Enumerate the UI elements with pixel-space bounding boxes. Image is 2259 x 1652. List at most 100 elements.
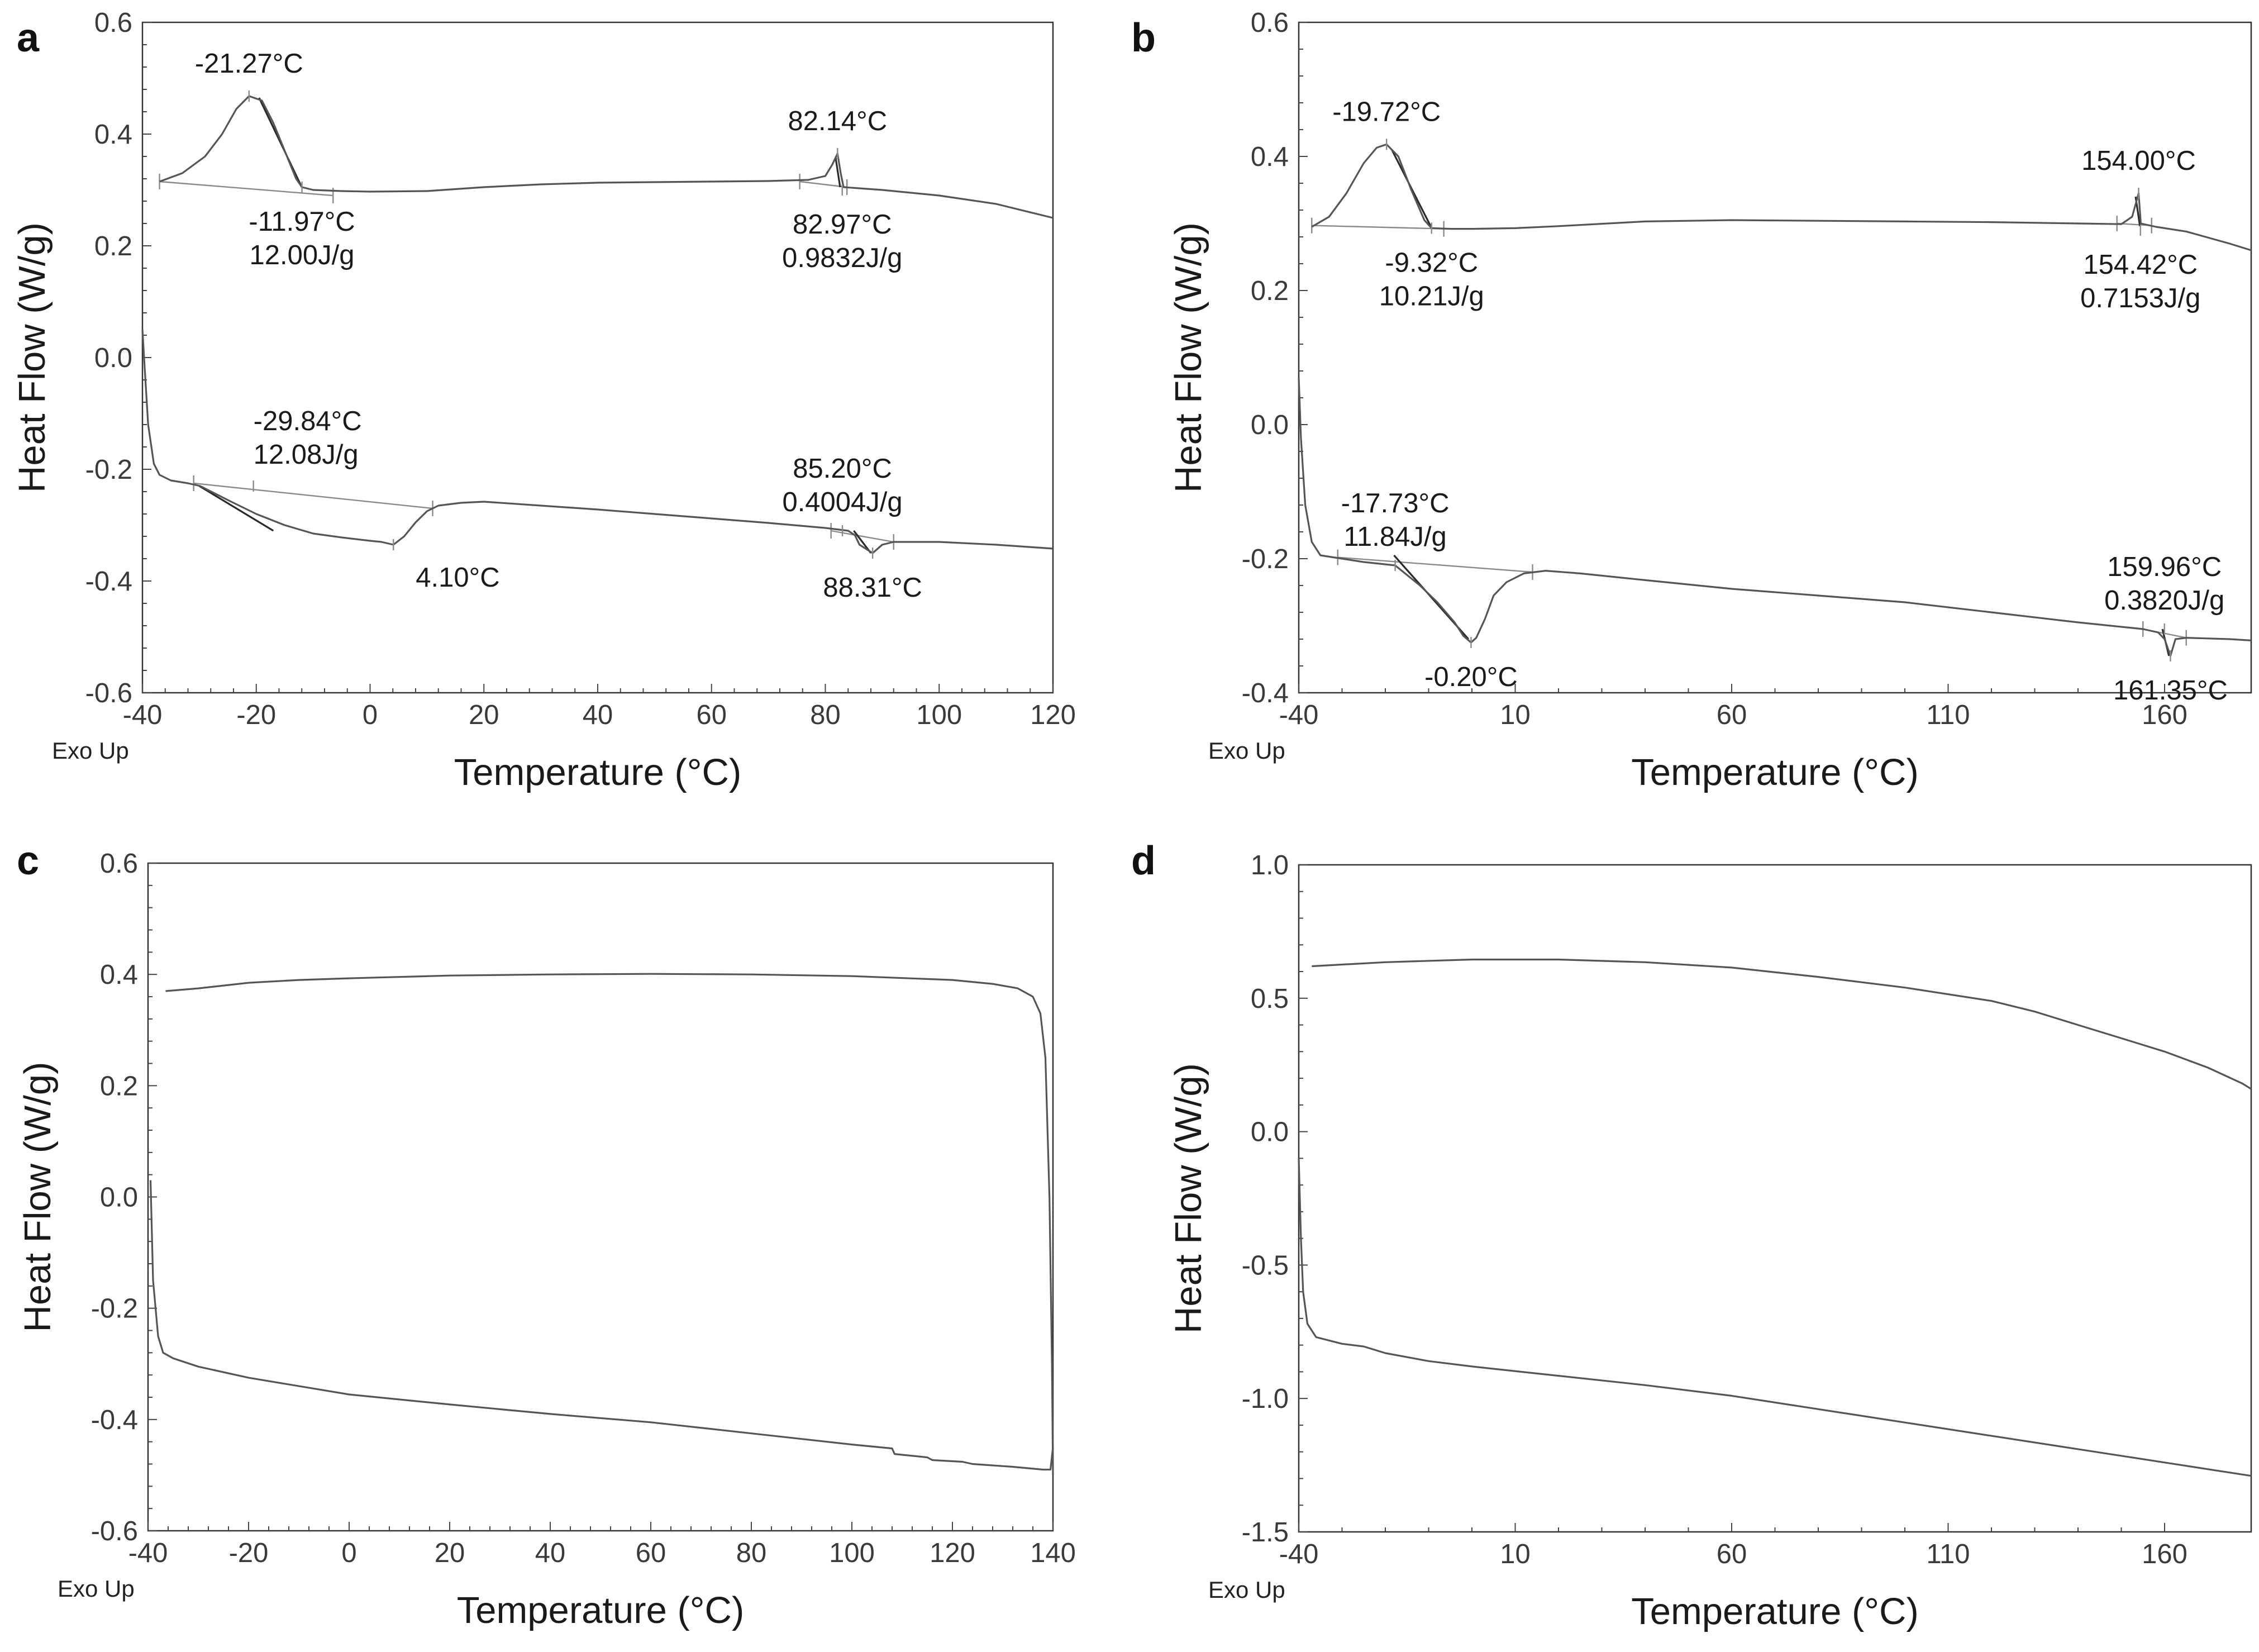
y-tick-label: -0.4 bbox=[91, 1405, 138, 1435]
onset-tangent bbox=[199, 485, 274, 532]
x-tick-label: 20 bbox=[435, 1538, 465, 1568]
x-tick-label: 60 bbox=[1717, 1539, 1747, 1569]
x-tick-label: 160 bbox=[2142, 700, 2187, 730]
y-tick-label: -1.0 bbox=[1242, 1384, 1289, 1414]
x-axis-label: Temperature (°C) bbox=[1631, 751, 1919, 793]
cooling-curve bbox=[159, 95, 1054, 219]
y-axis-label: Heat Flow (W/g) bbox=[1167, 1063, 1209, 1334]
x-tick-label: 0 bbox=[341, 1538, 356, 1568]
y-tick-label: 0.0 bbox=[100, 1183, 138, 1213]
x-tick-label: -20 bbox=[229, 1538, 269, 1568]
x-tick-label: 40 bbox=[535, 1538, 566, 1568]
x-tick-label: 80 bbox=[810, 700, 841, 730]
x-tick-label: 60 bbox=[696, 700, 727, 730]
panel-c: c -0.6 -0.4 -0.2 0.0 0.2 0.4 0.6 -40 -20 0 20 40 60 8… bbox=[17, 839, 1076, 1631]
x-tick-label: 160 bbox=[2142, 1539, 2187, 1569]
y-tick-label: 0.6 bbox=[100, 849, 138, 879]
annotation-text: 11.84J/g bbox=[1343, 522, 1446, 552]
annotation-text: 0.3820J/g bbox=[2104, 585, 2224, 616]
annotation-text: 85.20°C bbox=[793, 454, 892, 484]
x-tick-label: 60 bbox=[636, 1538, 666, 1568]
y-tick-label: 0.2 bbox=[94, 231, 132, 261]
x-tick-label: -40 bbox=[123, 700, 163, 730]
annotation-text: 154.00°C bbox=[2081, 146, 2196, 176]
integration-baseline bbox=[1337, 556, 1533, 573]
annotation-text: 10.21J/g bbox=[1379, 281, 1484, 311]
x-tick-label: 40 bbox=[583, 700, 613, 730]
annotation-text: 82.14°C bbox=[788, 106, 887, 136]
annotation-text: -21.27°C bbox=[195, 49, 303, 79]
y-tick-label: 0.0 bbox=[94, 343, 132, 373]
heating-curve bbox=[1298, 1158, 2252, 1477]
annotation-text: -17.73°C bbox=[1341, 488, 1450, 518]
x-tick-label: 100 bbox=[916, 700, 962, 730]
y-tick-label: -0.4 bbox=[1242, 678, 1289, 708]
annotation-text: -19.72°C bbox=[1332, 97, 1441, 127]
x-tick-label: 80 bbox=[736, 1538, 767, 1568]
y-tick-label: -0.2 bbox=[1242, 544, 1289, 574]
panel-d: d -1.5 -1.0 -0.5 0.0 0.5 1.0 -40 10 60 110 160 Temp… bbox=[1131, 839, 2252, 1632]
x-tick-label: 120 bbox=[1030, 700, 1076, 730]
panel-b-label: b bbox=[1131, 16, 1156, 60]
annotation-text: 82.97°C bbox=[793, 210, 892, 240]
cooling-curve bbox=[165, 973, 1054, 1475]
integration-baseline bbox=[1312, 225, 1444, 230]
x-tick-label: 10 bbox=[1500, 700, 1531, 730]
onset-tangent bbox=[835, 157, 841, 188]
y-axis-label: Heat Flow (W/g) bbox=[17, 1062, 59, 1332]
annotation-text: 159.96°C bbox=[2107, 552, 2222, 582]
annotation-text: 88.31°C bbox=[823, 573, 922, 603]
annotation-text: -9.32°C bbox=[1385, 247, 1478, 278]
annotation-text: -29.84°C bbox=[254, 406, 362, 436]
y-tick-label: 0.6 bbox=[1251, 8, 1289, 38]
panel-a-label: a bbox=[17, 16, 40, 60]
y-axis-label: Heat Flow (W/g) bbox=[1167, 222, 1209, 493]
x-tick-label: 0 bbox=[363, 700, 378, 730]
x-tick-label: 60 bbox=[1717, 700, 1747, 730]
y-tick-label: -0.4 bbox=[85, 566, 132, 597]
y-tick-label: -0.6 bbox=[91, 1516, 138, 1546]
x-tick-label: -20 bbox=[236, 700, 276, 730]
heating-curve bbox=[149, 1180, 1054, 1471]
exo-up-note: Exo Up bbox=[58, 1575, 135, 1602]
integration-baseline bbox=[159, 180, 333, 197]
y-tick-label: 0.0 bbox=[1251, 410, 1289, 440]
panel-c-plot: -0.6 -0.4 -0.2 0.0 0.2 0.4 0.6 -40 -20 0 20 40 60 80 1… bbox=[17, 849, 1076, 1631]
y-tick-label: 1.0 bbox=[1251, 850, 1289, 880]
y-tick-label: 0.0 bbox=[1251, 1117, 1289, 1148]
plot-frame bbox=[1298, 864, 2252, 1533]
x-tick-label: 100 bbox=[829, 1538, 875, 1568]
y-tick-label: 0.4 bbox=[1251, 142, 1289, 172]
exo-up-note: Exo Up bbox=[52, 737, 129, 764]
y-tick-label: 0.4 bbox=[100, 960, 138, 990]
panel-b: b -0.4 -0.2 0.0 0.2 0.4 0.6 -40 10 60 110 160 Tempe… bbox=[1131, 8, 2252, 793]
x-tick-label: 110 bbox=[1926, 1539, 1970, 1569]
annotation-text: 161.35°C bbox=[2113, 675, 2228, 706]
heating-curve bbox=[141, 329, 1054, 554]
x-tick-label: -40 bbox=[128, 1538, 168, 1568]
panel-d-plot: -1.5 -1.0 -0.5 0.0 0.5 1.0 -40 10 60 110 160 Temper… bbox=[1167, 850, 2252, 1632]
x-tick-label: 110 bbox=[1926, 700, 1970, 730]
cooling-curve bbox=[1312, 958, 2252, 1090]
x-tick-label: -40 bbox=[1279, 1539, 1319, 1569]
y-tick-label: 0.5 bbox=[1251, 984, 1289, 1014]
x-axis-label: Temperature (°C) bbox=[454, 751, 742, 793]
x-tick-label: 10 bbox=[1500, 1539, 1531, 1569]
y-tick-label: 0.6 bbox=[94, 8, 132, 38]
y-tick-label: 0.4 bbox=[94, 120, 132, 150]
exo-up-note: Exo Up bbox=[1208, 737, 1285, 764]
x-tick-label: 140 bbox=[1030, 1538, 1076, 1568]
y-tick-label: -0.2 bbox=[85, 455, 132, 485]
exo-up-note: Exo Up bbox=[1208, 1577, 1285, 1603]
y-tick-label: -0.6 bbox=[85, 678, 132, 708]
panel-a: a -0.6 -0.4 -0.2 0.0 0.2 0.4 0.6 -40 -20 0 20 40 60 8… bbox=[11, 8, 1076, 793]
integration-baseline bbox=[831, 530, 894, 543]
annotation-text: 0.4004J/g bbox=[782, 487, 902, 517]
annotation-text: 12.00J/g bbox=[250, 240, 355, 270]
annotation-text: 0.9832J/g bbox=[782, 243, 902, 273]
annotation-text: 4.10°C bbox=[416, 563, 499, 593]
y-tick-label: 0.2 bbox=[1251, 276, 1289, 306]
y-tick-label: -0.5 bbox=[1242, 1250, 1289, 1280]
y-axis-label: Heat Flow (W/g) bbox=[11, 222, 53, 493]
panel-a-plot: -0.6 -0.4 -0.2 0.0 0.2 0.4 0.6 -40 -20 0 20 40 60 80 1… bbox=[11, 8, 1076, 793]
